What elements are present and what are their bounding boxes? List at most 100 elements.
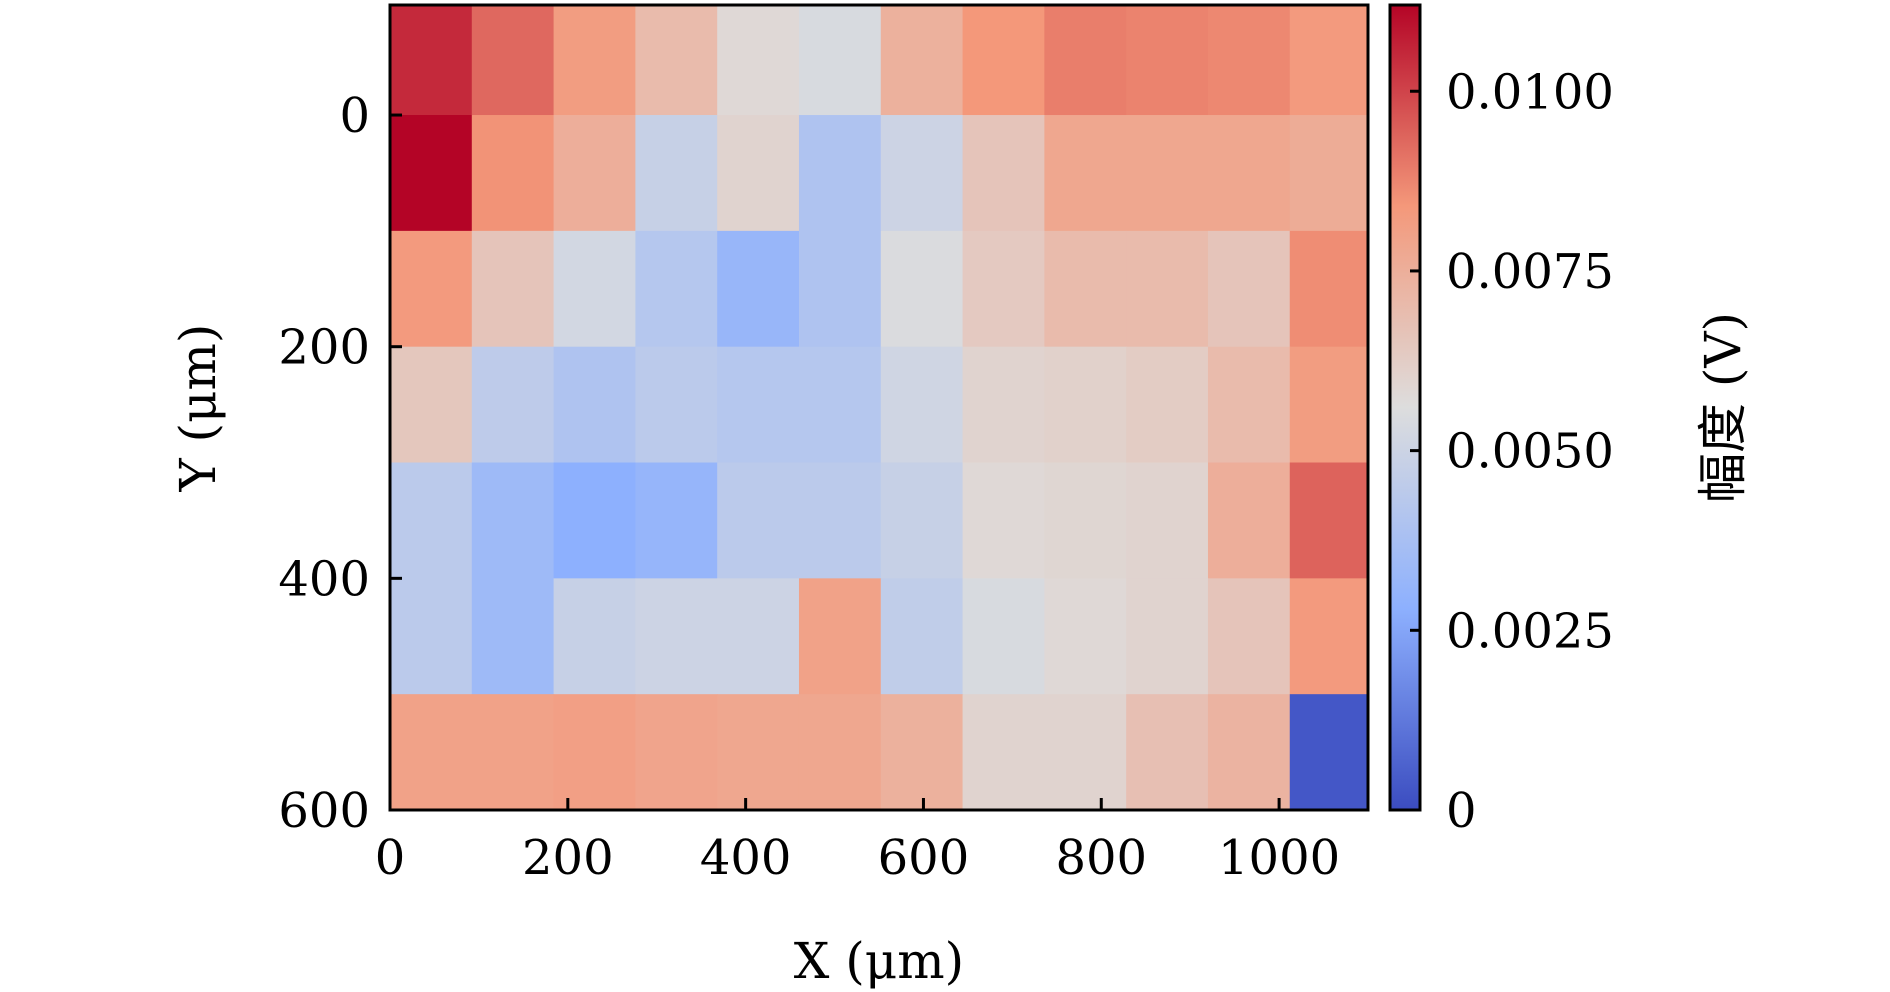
- heatmap-cell: [553, 346, 636, 464]
- heatmap-cell: [717, 346, 800, 464]
- colorbar-label: 幅度 (V): [1694, 312, 1752, 503]
- heatmap-cell: [471, 5, 555, 122]
- heatmap-cell: [553, 462, 636, 579]
- heatmap-cell: [962, 115, 1045, 232]
- heatmap-cell: [1126, 462, 1209, 579]
- heatmap-cell: [635, 462, 718, 579]
- x-tick-label: 800: [1055, 830, 1147, 886]
- y-axis-ticks: 0 200 400 600: [278, 88, 402, 839]
- heatmap-cell: [1207, 230, 1291, 348]
- heatmap-cell: [717, 694, 800, 811]
- heatmap-cell: [717, 578, 800, 695]
- colorbar-ticks: 0 0.0025 0.0050 0.0075 0.0100: [1410, 64, 1614, 839]
- colorbar-tick-label: 0.0025: [1446, 603, 1614, 659]
- plot-frame: [388, 3, 1370, 812]
- heatmap-cell: [553, 694, 636, 811]
- y-tick-label: 0: [339, 88, 370, 144]
- colorbar-tick-label: 0: [1446, 783, 1477, 839]
- x-tick-label: 1000: [1218, 830, 1340, 886]
- heatmap-cell: [390, 346, 473, 464]
- heatmap-cell: [798, 346, 882, 464]
- heatmap-cell: [717, 462, 800, 579]
- heatmap-cell: [471, 346, 555, 464]
- heatmap-cell: [962, 578, 1045, 695]
- colorbar-tick-label: 0.0050: [1446, 424, 1614, 480]
- heatmap-cell: [1207, 578, 1291, 695]
- heatmap-cell: [1044, 115, 1127, 232]
- heatmap-cell: [1207, 694, 1291, 811]
- heatmap-cell: [798, 462, 882, 579]
- heatmap-cell: [880, 462, 964, 579]
- heatmap-cell: [717, 115, 800, 232]
- x-tick-label: 600: [878, 830, 970, 886]
- heatmap-cell: [962, 5, 1045, 122]
- heatmap-cell: [880, 230, 964, 348]
- heatmap-cell: [390, 230, 473, 348]
- heatmap-cell: [471, 694, 555, 811]
- heatmap-cell: [471, 578, 555, 695]
- heatmap-cells: [390, 5, 1369, 811]
- x-axis-label: X (μm): [794, 932, 964, 990]
- heatmap-cell: [717, 230, 800, 348]
- heatmap-cell: [880, 694, 964, 811]
- heatmap-cell: [1289, 578, 1369, 695]
- heatmap-cell: [1126, 578, 1209, 695]
- heatmap-cell: [962, 230, 1045, 348]
- heatmap-cell: [798, 5, 882, 122]
- heatmap-cell: [1289, 694, 1369, 811]
- heatmap-cell: [1289, 462, 1369, 579]
- heatmap-cell: [635, 115, 718, 232]
- heatmap-cell: [962, 346, 1045, 464]
- heatmap-cell: [471, 462, 555, 579]
- heatmap-cell: [1044, 694, 1127, 811]
- colorbar: [1388, 3, 1422, 812]
- x-tick-label: 0: [375, 830, 406, 886]
- heatmap-cell: [798, 115, 882, 232]
- heatmap-cell: [962, 694, 1045, 811]
- heatmap-cell: [635, 346, 718, 464]
- heatmap-cell: [798, 694, 882, 811]
- heatmap-cell: [1126, 694, 1209, 811]
- heatmap-cell: [798, 578, 882, 695]
- x-tick-label: 400: [700, 830, 792, 886]
- heatmap-cell: [471, 230, 555, 348]
- heatmap-cell: [1289, 115, 1369, 232]
- heatmap-cell: [880, 578, 964, 695]
- heatmap-cell: [390, 578, 473, 695]
- heatmap-cell: [471, 115, 555, 232]
- heatmap-cell: [553, 578, 636, 695]
- heatmap-cell: [1126, 5, 1209, 122]
- heatmap-cell: [1044, 5, 1127, 122]
- colorbar-tick-label: 0.0075: [1446, 244, 1614, 300]
- y-tick-label: 400: [278, 551, 370, 607]
- heatmap-cell: [390, 694, 473, 811]
- heatmap-cell: [1207, 115, 1291, 232]
- heatmap-cell: [390, 115, 473, 232]
- heatmap-cell: [717, 5, 800, 122]
- heatmap-cell: [1207, 346, 1291, 464]
- y-tick-label: 600: [278, 783, 370, 839]
- heatmap-cell: [1126, 230, 1209, 348]
- colorbar-tick-label: 0.0100: [1446, 64, 1614, 120]
- heatmap-cell: [1207, 462, 1291, 579]
- heatmap-cell: [1044, 578, 1127, 695]
- heatmap-cell: [962, 462, 1045, 579]
- heatmap-cell: [1126, 115, 1209, 232]
- heatmap-cell: [553, 5, 636, 122]
- heatmap-cell: [635, 5, 718, 122]
- heatmap-cell: [798, 230, 882, 348]
- x-axis-ticks: 0 200 400 600 800 1000: [375, 798, 1340, 886]
- heatmap-cell: [1044, 346, 1127, 464]
- x-tick-label: 200: [522, 830, 614, 886]
- heatmap-cell: [1126, 346, 1209, 464]
- heatmap-cell: [635, 578, 718, 695]
- heatmap-cell: [635, 230, 718, 348]
- heatmap-cell: [1289, 5, 1369, 122]
- heatmap-cell: [390, 462, 473, 579]
- heatmap-cell: [1289, 346, 1369, 464]
- heatmap-cell: [553, 115, 636, 232]
- heatmap-cell: [880, 115, 964, 232]
- heatmap-cell: [1289, 230, 1369, 348]
- heatmap-cell: [1044, 230, 1127, 348]
- heatmap-cell: [880, 346, 964, 464]
